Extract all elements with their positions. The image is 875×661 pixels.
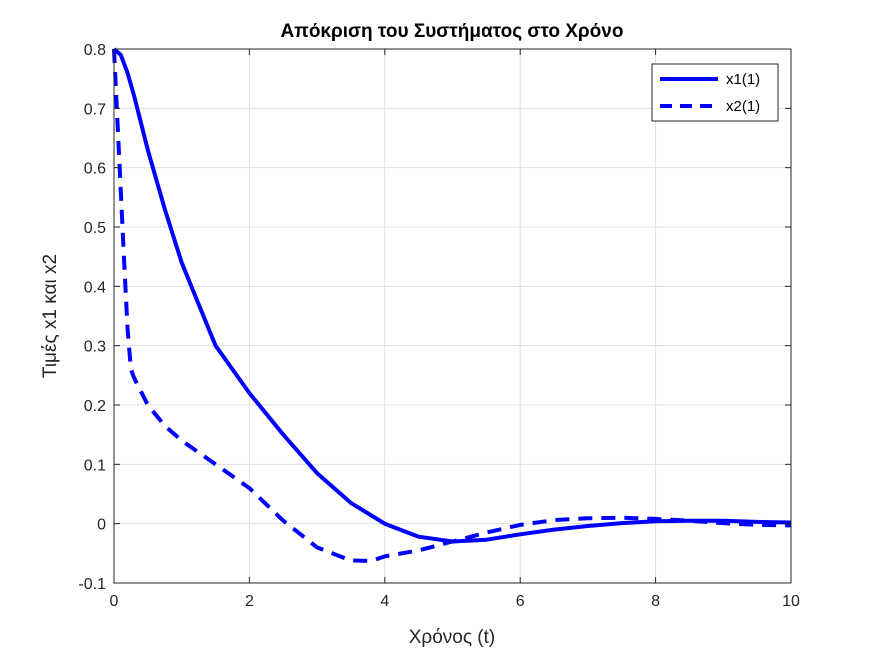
x-axis-label: Χρόνος (t) (409, 627, 495, 648)
x-tick-label: 2 (245, 593, 254, 610)
plot-area-background (114, 49, 791, 583)
series-layer (112, 47, 792, 563)
ticks (113, 48, 792, 584)
series-line-x1 (112, 47, 792, 544)
y-tick-label: 0.7 (84, 101, 106, 118)
plot-area-border (113, 48, 792, 584)
legend-box (651, 63, 779, 122)
y-tick-labels: -0.1 0 0.1 0.2 0.3 0.4 0.5 0.6 0.7 0.8 (78, 42, 106, 593)
x-tick-label: 0 (110, 593, 119, 610)
x-tick-label: 8 (651, 593, 660, 610)
legend-label-x2: x2(1) (726, 98, 760, 115)
legend-label-x1: x1(1) (726, 71, 760, 88)
x-tick-labels: 0 2 4 6 8 10 (110, 593, 800, 610)
y-tick-label: 0.3 (84, 339, 106, 356)
y-tick-label: 0.6 (84, 161, 106, 178)
y-tick-label: 0.1 (84, 457, 106, 474)
y-axis-label: Τιμές x1 και x2 (40, 254, 61, 378)
y-tick-label: -0.1 (78, 576, 106, 593)
y-tick-label: 0.8 (84, 42, 106, 59)
y-tick-label: 0.4 (84, 279, 106, 296)
x-tick-label: 6 (516, 593, 525, 610)
y-tick-label: 0.2 (84, 398, 106, 415)
x-tick-label: 4 (380, 593, 389, 610)
series-line-x2 (112, 48, 792, 563)
y-tick-label: 0.5 (84, 220, 106, 237)
x-tick-label: 10 (782, 593, 800, 610)
legend: x1(1) x2(1) (651, 63, 779, 122)
chart-title: Απόκριση του Συστήματος στο Χρόνο (281, 21, 624, 42)
y-tick-label: 0 (97, 517, 106, 534)
